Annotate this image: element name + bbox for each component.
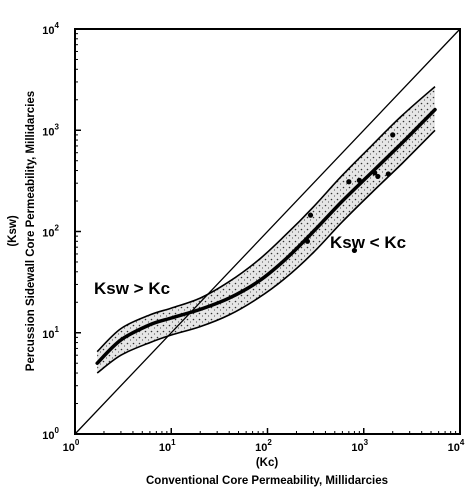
band-upper-edge [96, 85, 436, 353]
x-axis-symbol: (Kc) [256, 457, 279, 469]
data-point [356, 177, 362, 183]
confidence-band [96, 85, 436, 374]
band-fill [97, 86, 435, 373]
y-tick-label: 101 [42, 325, 59, 341]
data-point [307, 212, 314, 218]
x-tick-label: 100 [63, 438, 80, 454]
data-point [385, 171, 391, 177]
band-lower-edge [96, 129, 436, 374]
y-tick-label: 102 [42, 224, 59, 240]
y-axis-symbol: (Ksw) [7, 215, 19, 246]
x-tick-label: 101 [159, 438, 176, 454]
annotation-ksw-greater: Ksw > Kc [94, 279, 170, 298]
x-axis-ticks: 100 101 102 103 104 [63, 428, 465, 454]
data-point [304, 238, 311, 244]
y-tick-label: 104 [42, 21, 59, 37]
x-tick-label: 103 [351, 438, 368, 454]
annotation-ksw-less: Ksw < Kc [330, 233, 406, 252]
data-point [351, 247, 358, 254]
trend-curve [95, 107, 437, 365]
trend-line [95, 107, 437, 365]
x-axis-title: Conventional Core Permeability, Millidar… [146, 475, 388, 487]
x-tick-label: 104 [448, 438, 465, 454]
data-point [372, 170, 378, 176]
data-point [375, 173, 381, 180]
y-tick-label: 100 [42, 426, 59, 442]
unity-line-segment [74, 28, 461, 435]
y-tick-label: 103 [42, 122, 59, 138]
data-points [304, 132, 396, 254]
y-axis-title: Percussion Sidewall Core Permeability, M… [25, 91, 37, 371]
data-point [390, 132, 396, 138]
x-tick-label: 102 [255, 438, 272, 454]
data-point [346, 179, 352, 185]
unity-line [74, 28, 461, 435]
